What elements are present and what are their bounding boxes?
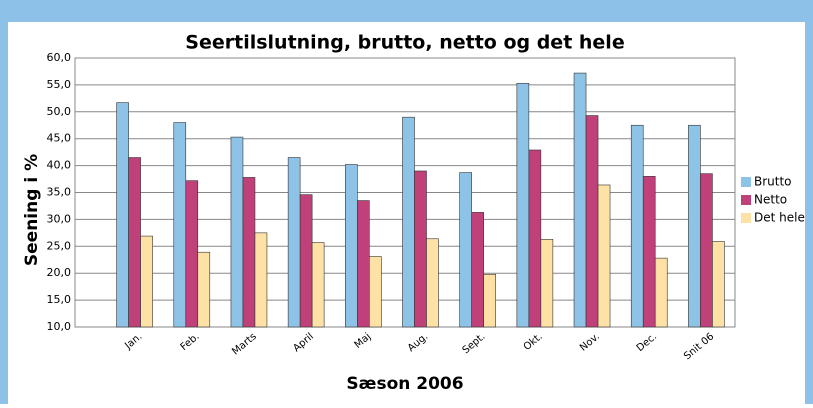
y-tick-label: 60,0: [47, 51, 72, 64]
bar: [516, 82, 530, 328]
legend-label: Det hele: [754, 211, 805, 225]
bar: [528, 149, 542, 328]
bar: [712, 241, 725, 328]
bar: [459, 172, 472, 328]
bar: [369, 256, 382, 328]
bar: [185, 180, 199, 328]
bar: [402, 116, 415, 328]
y-tick-label: 55,0: [47, 78, 72, 91]
y-tick-label: 15,0: [47, 293, 72, 306]
chart-title: Seertilslutning, brutto, netto og det he…: [185, 32, 624, 54]
bar: [173, 122, 187, 328]
y-tick-label: 35,0: [47, 186, 72, 199]
bar: [540, 239, 554, 328]
bar: [230, 136, 244, 328]
y-tick-label: 30,0: [47, 212, 72, 225]
bar: [597, 184, 611, 328]
x-axis-title: Sæson 2006: [346, 374, 463, 394]
y-tick-label: 10,0: [47, 320, 72, 333]
bar: [311, 242, 325, 328]
bar: [483, 273, 496, 328]
bar: [414, 170, 427, 328]
bar: [299, 194, 313, 328]
bar: [345, 164, 358, 328]
bar: [426, 238, 439, 328]
bar: [242, 177, 256, 328]
bar: [630, 124, 644, 328]
bar: [700, 173, 713, 328]
bar: [642, 176, 656, 328]
bar: [287, 157, 301, 328]
bar: [116, 102, 129, 328]
bar: [128, 157, 141, 328]
bar: [573, 72, 587, 328]
legend-label: Netto: [754, 193, 787, 207]
bar: [254, 232, 268, 328]
y-tick-label: 40,0: [47, 159, 72, 172]
bar: [140, 235, 153, 328]
bar: [688, 124, 701, 328]
legend-swatch: [741, 177, 751, 187]
y-tick-label: 50,0: [47, 105, 72, 118]
legend-swatch: [741, 213, 751, 223]
bar: [197, 251, 211, 328]
bar: [471, 212, 484, 328]
legend-swatch: [741, 195, 751, 205]
y-tick-label: 25,0: [47, 239, 72, 252]
bar: [654, 257, 668, 328]
y-axis-title: Seening i %: [22, 154, 42, 266]
y-tick-label: 45,0: [47, 132, 72, 145]
legend-label: Brutto: [754, 175, 792, 189]
bar: [585, 115, 599, 328]
y-tick-label: 20,0: [47, 266, 72, 279]
bar: [357, 200, 370, 328]
